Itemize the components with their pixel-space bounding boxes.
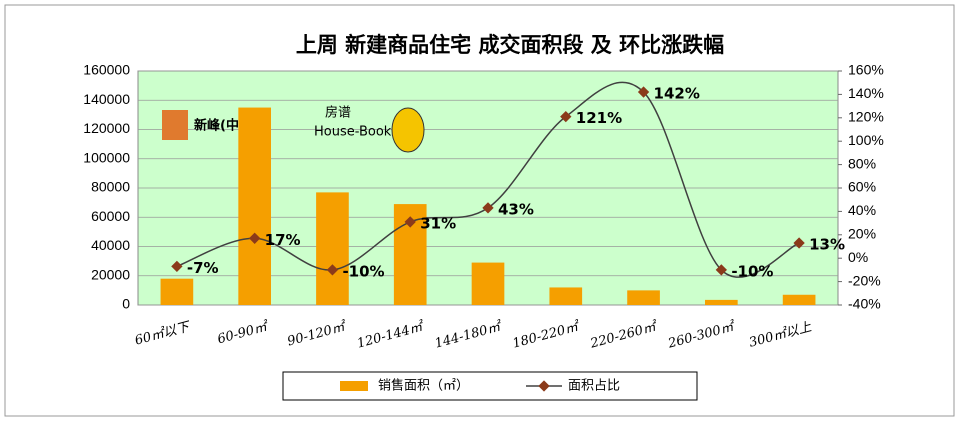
bar bbox=[627, 290, 660, 305]
y2-tick-label: 60% bbox=[848, 179, 876, 195]
legend-swatch bbox=[340, 381, 368, 391]
y2-tick-label: 100% bbox=[848, 132, 884, 148]
logo-bee bbox=[391, 107, 425, 153]
y2-tick-label: 80% bbox=[848, 155, 876, 171]
y2-tick-label: 140% bbox=[848, 85, 884, 101]
marker bbox=[326, 264, 339, 276]
chart-title: 上周 新建商品住宅 成交面积段 及 环比涨跌幅 bbox=[296, 33, 724, 57]
bar bbox=[471, 262, 505, 305]
y2-tick-label: 120% bbox=[848, 109, 884, 125]
y-tick-label: 140000 bbox=[83, 91, 130, 107]
y2-tick-label: 160% bbox=[848, 62, 884, 78]
logo-text: 房谱 bbox=[325, 105, 351, 121]
marker bbox=[482, 202, 494, 214]
marker bbox=[249, 232, 261, 244]
y2-tick-label: -20% bbox=[848, 272, 881, 288]
marker bbox=[171, 260, 183, 273]
data-label: -10% bbox=[731, 262, 773, 280]
data-label: -7% bbox=[187, 259, 219, 277]
y-tick-label: 80000 bbox=[91, 179, 130, 195]
bar bbox=[238, 107, 271, 305]
y2-tick-label: 0% bbox=[848, 249, 868, 265]
logo-mark bbox=[162, 110, 188, 140]
legend-label: 销售面积（㎡） bbox=[378, 378, 469, 394]
y-tick-label: 60000 bbox=[91, 208, 130, 224]
y-tick-label: 100000 bbox=[83, 149, 130, 165]
data-label: 142% bbox=[654, 85, 700, 103]
y-tick-label: 20000 bbox=[91, 266, 130, 282]
y-tick-label: 160000 bbox=[83, 62, 130, 78]
marker bbox=[715, 264, 727, 276]
bar bbox=[160, 278, 194, 305]
line bbox=[176, 81, 800, 278]
y2-tick-label: -40% bbox=[848, 296, 881, 312]
data-label: 31% bbox=[420, 214, 456, 232]
y-tick-label: 40000 bbox=[91, 237, 130, 253]
legend-label: 面积占比 bbox=[568, 379, 620, 394]
y-tick-label: 0 bbox=[122, 296, 130, 312]
y2-tick-label: 40% bbox=[848, 202, 876, 218]
bar bbox=[782, 294, 816, 305]
y2-tick-label: 20% bbox=[848, 226, 876, 242]
data-label: 121% bbox=[576, 109, 622, 127]
marker bbox=[404, 216, 416, 228]
legend-marker bbox=[538, 380, 550, 392]
data-label: -10% bbox=[342, 262, 384, 280]
marker bbox=[793, 237, 805, 249]
bar bbox=[316, 192, 349, 305]
data-label: 17% bbox=[265, 231, 301, 249]
y-tick-label: 120000 bbox=[83, 120, 130, 136]
bar bbox=[549, 287, 583, 305]
bar bbox=[705, 299, 738, 305]
data-label: 43% bbox=[498, 200, 534, 218]
data-label: 13% bbox=[809, 235, 845, 253]
logo-text: House-Book bbox=[314, 125, 392, 140]
